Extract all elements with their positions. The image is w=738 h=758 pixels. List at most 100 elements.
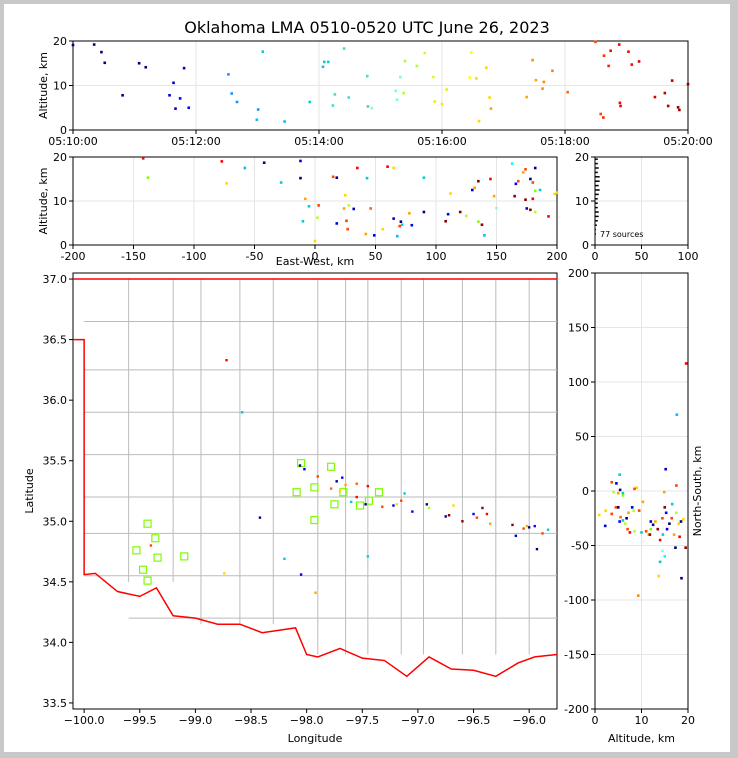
ew-altitude-point [299,159,302,163]
time-altitude-xtick-label: 05:20:00 [663,135,712,148]
plan-view-point [149,544,153,547]
time-altitude-ytick-label: 10 [53,80,67,93]
histogram-xtick-label: 0 [592,250,599,263]
ew-altitude-point [364,232,368,236]
time-altitude-point [256,108,260,111]
figure-title: Oklahoma LMA 0510-0520 UTC June 26, 2023 [184,18,550,37]
lma-station-marker [339,488,348,497]
lma-station-marker [292,488,301,497]
ew-altitude-point [531,181,535,184]
ew-altitude-xtick-label: 50 [369,250,383,263]
ew-altitude-point [422,210,426,214]
altitude-ns-point [668,522,671,525]
ew-altitude-axes [72,156,558,246]
plan-view-point [338,489,342,493]
altitude-ns-ytick-label: -200 [564,703,589,716]
ew-altitude-point [301,219,305,223]
time-altitude-point [670,79,674,82]
plan-view-ytick-label: 33.5 [43,697,68,710]
altitude-ns-point [604,509,607,512]
altitude-ns-point [619,515,622,519]
plan-view-point [225,359,228,362]
altitude-ns-point [663,506,667,509]
altitude-ns-point [665,527,669,531]
plan-view-xtick-label: −96.0 [512,714,546,727]
plan-view-xtick-label: −98.5 [234,714,268,727]
altitude-ns-point [644,530,648,533]
altitude-ns-point [637,509,641,512]
plan-view-ylabel: Latitude [23,468,36,514]
plan-view-ytick-label: 35.5 [43,455,68,468]
altitude-ns-xtick-label: 20 [681,714,695,727]
ew-altitude-point [392,217,395,220]
time-altitude-point [370,106,374,110]
plan-view-point [314,591,317,594]
time-altitude-point [144,65,148,69]
time-altitude-ytick-label: 20 [53,35,67,48]
altitude-ns-ytick-label: 50 [575,431,589,444]
time-altitude-point [100,50,103,54]
time-altitude-point [551,69,554,73]
ew-altitude-point [458,210,462,214]
time-altitude-point [92,43,96,46]
time-altitude-point [666,104,670,108]
altitude-ns-ytick-label: 0 [582,485,589,498]
plan-view-point [541,532,544,535]
time-altitude-point [255,118,259,122]
time-altitude-point [440,102,444,106]
time-altitude-point [121,93,124,97]
ew-altitude-point [555,191,559,194]
altitude-ns-ytick-label: 200 [568,267,589,280]
ew-altitude-point [400,223,404,227]
ew-altitude-xtick-label: 150 [486,250,507,263]
altitude-ns-point [651,523,655,527]
plan-view-ytick-label: 37.0 [43,273,68,286]
altitude-ns-ytick-label: 150 [568,322,589,335]
time-altitude-point [103,61,107,65]
ew-altitude-point [352,207,356,211]
plan-view-xtick-label: −97.5 [345,714,379,727]
altitude-ns-point [649,520,653,523]
time-altitude-point [342,47,346,50]
ew-altitude-point [553,192,556,196]
plan-view-point [349,500,353,504]
time-altitude-point [488,96,491,99]
altitude-ns-ytick-label: -100 [564,594,589,607]
time-altitude-point [686,82,690,86]
plan-view-point [223,572,226,575]
figure-svg: Oklahoma LMA 0510-0520 UTC June 26, 2023… [23,18,713,745]
altitude-ns-ytick-label: -150 [564,649,589,662]
ew-altitude-point [473,186,477,190]
time-altitude-xtick-label: 05:14:00 [294,135,343,148]
plan-view-point [329,487,333,490]
plan-view-point [298,464,302,467]
plan-view-point [258,516,262,519]
ew-altitude-xtick-label: -200 [61,250,86,263]
altitude-ns-point [635,486,639,490]
ew-altitude-point [483,234,486,237]
altitude-ns-point [618,488,622,492]
altitude-ns-point [684,546,687,549]
ew-altitude-xtick-label: -50 [246,250,264,263]
time-altitude-point [617,43,621,46]
time-altitude-point [607,64,610,68]
time-altitude-point [168,93,171,97]
time-altitude-point [187,106,191,110]
ew-altitude-point [529,208,532,212]
plan-view-point [395,503,398,506]
plan-view-point [335,480,338,483]
time-altitude-point [174,107,177,110]
lma-station-marker [143,576,152,585]
altitude-ns-point [610,512,614,516]
ew-altitude-point [225,182,228,185]
ew-altitude-point [464,214,468,218]
ew-altitude-point [492,194,496,198]
altitude-ns-point [618,473,621,476]
ew-altitude-point [398,224,401,228]
altitude-ns-point [615,482,618,485]
ew-altitude-point [477,220,480,223]
plan-view-point [403,492,406,495]
plan-view-point [475,516,479,519]
plan-view-point [392,504,395,507]
ew-altitude-point [516,179,520,183]
